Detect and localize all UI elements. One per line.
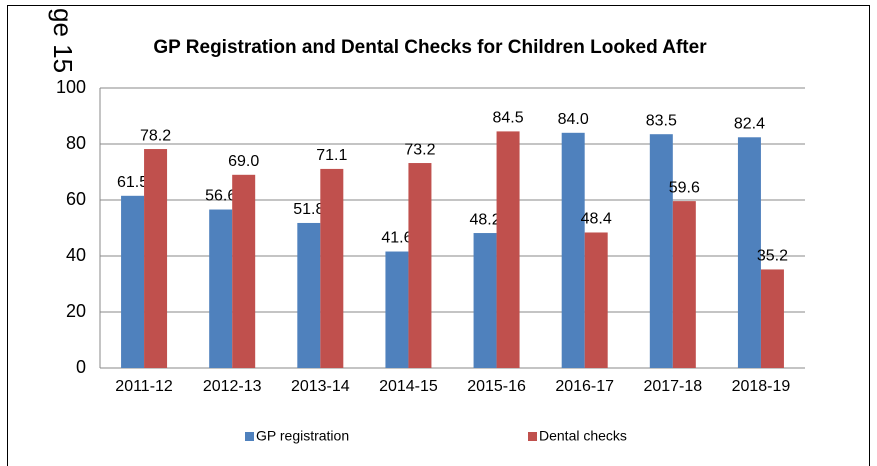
data-label: 84.0 (558, 111, 589, 128)
legend-swatch (245, 432, 254, 441)
chart-title: GP Registration and Dental Checks for Ch… (153, 37, 707, 58)
data-label: 83.5 (646, 112, 677, 129)
bar (209, 209, 233, 368)
y-tick-label: 100 (56, 77, 86, 97)
bar (232, 174, 256, 368)
data-label: 41.6 (381, 230, 412, 247)
bar (561, 132, 585, 368)
x-tick-label: 2013-14 (291, 378, 350, 395)
data-label: 48.2 (469, 211, 500, 228)
x-tick-label: 2012-13 (203, 378, 262, 395)
bar (385, 251, 409, 368)
y-tick-label: 40 (66, 245, 86, 265)
y-tick-label: 60 (66, 189, 86, 209)
bar (297, 222, 321, 368)
x-tick-label: 2017-18 (643, 378, 702, 395)
legend-label: GP registration (256, 428, 349, 444)
data-label: 78.2 (140, 127, 171, 144)
data-label: 59.6 (669, 179, 700, 196)
bar (496, 131, 520, 368)
data-label: 71.1 (316, 147, 347, 164)
bar (320, 168, 344, 368)
data-label: 51.8 (293, 201, 324, 218)
x-tick-label: 2016-17 (555, 378, 614, 395)
bar (649, 134, 673, 368)
data-label: 73.2 (404, 141, 435, 158)
chart-frame (7, 5, 870, 466)
data-label: 35.2 (757, 248, 788, 265)
x-tick-label: 2018-19 (732, 378, 791, 395)
bar (408, 163, 432, 368)
legend-label: Dental checks (539, 428, 627, 444)
y-tick-label: 20 (66, 301, 86, 321)
legend-swatch (528, 432, 537, 441)
data-label: 82.4 (734, 115, 765, 132)
bar (584, 232, 608, 368)
bar (144, 149, 168, 368)
y-tick-label: 0 (76, 357, 86, 377)
data-label: 84.5 (492, 110, 523, 127)
bar (737, 137, 761, 368)
x-tick-label: 2014-15 (379, 378, 438, 395)
page-marker: ge 15 (48, 8, 78, 74)
bar (473, 233, 497, 368)
bar (760, 269, 784, 368)
bar (672, 201, 696, 368)
data-label: 48.4 (581, 211, 612, 228)
x-tick-label: 2011-12 (115, 378, 173, 395)
data-label: 69.0 (228, 153, 259, 170)
y-tick-label: 80 (66, 133, 86, 153)
data-label: 61.5 (117, 174, 148, 191)
data-label: 56.6 (205, 188, 236, 205)
x-tick-label: 2015-16 (467, 378, 526, 395)
bar (121, 195, 145, 368)
